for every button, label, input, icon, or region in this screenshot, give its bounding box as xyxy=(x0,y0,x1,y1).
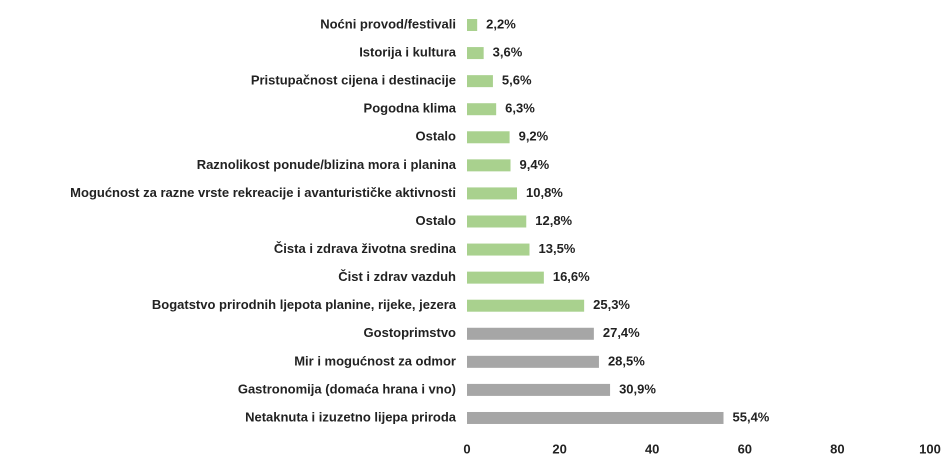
bar xyxy=(467,131,510,144)
value-label: 5,6% xyxy=(502,73,532,88)
bar xyxy=(467,47,484,60)
bar xyxy=(467,187,518,200)
value-label: 28,5% xyxy=(608,353,645,368)
bar xyxy=(467,271,544,284)
category-label: Ostalo xyxy=(416,213,457,228)
x-tick-label: 60 xyxy=(738,441,752,456)
category-label: Gostoprimstvo xyxy=(364,325,457,340)
value-label: 30,9% xyxy=(619,381,656,396)
x-tick-label: 40 xyxy=(645,441,659,456)
bar xyxy=(467,411,724,424)
category-label: Čista i zdrava životna sredina xyxy=(274,241,457,256)
bar xyxy=(467,355,599,368)
category-label: Čist i zdrav vazduh xyxy=(338,269,456,284)
category-label: Bogatstvo prirodnih ljepota planine, rij… xyxy=(152,297,457,312)
category-label: Pogodna klima xyxy=(364,101,457,116)
bar xyxy=(467,299,585,312)
category-label: Mir i mogućnost za odmor xyxy=(294,353,456,368)
x-tick-label: 20 xyxy=(552,441,566,456)
value-label: 3,6% xyxy=(493,45,523,60)
category-label: Netaknuta i izuzetno lijepa priroda xyxy=(245,409,457,424)
category-label: Ostalo xyxy=(416,129,457,144)
value-label: 13,5% xyxy=(539,241,576,256)
value-label: 9,2% xyxy=(519,129,549,144)
category-label: Istorija i kultura xyxy=(359,45,457,60)
bar xyxy=(467,243,530,256)
category-label: Pristupačnost cijena i destinacije xyxy=(251,73,456,88)
bar xyxy=(467,19,478,31)
value-label: 12,8% xyxy=(535,213,572,228)
bar xyxy=(467,75,493,88)
value-label: 9,4% xyxy=(520,157,550,172)
value-label: 16,6% xyxy=(553,269,590,284)
value-label: 27,4% xyxy=(603,325,640,340)
category-label: Mogućnost za razne vrste rekreacije i av… xyxy=(70,185,456,200)
bar xyxy=(467,383,611,396)
x-tick-label: 80 xyxy=(830,441,844,456)
bar xyxy=(467,103,497,116)
x-tick-label: 0 xyxy=(463,441,470,456)
x-tick-label: 100 xyxy=(919,441,941,456)
bar xyxy=(467,327,594,340)
category-label: Noćni provod/festivali xyxy=(320,16,456,31)
bar xyxy=(467,215,527,228)
value-label: 10,8% xyxy=(526,185,563,200)
value-label: 55,4% xyxy=(733,409,770,424)
category-label: Gastronomija (domaća hrana i vno) xyxy=(238,381,456,396)
bar xyxy=(467,159,511,172)
value-label: 6,3% xyxy=(505,101,535,116)
category-label: Raznolikost ponude/blizina mora i planin… xyxy=(197,157,457,172)
value-label: 25,3% xyxy=(593,297,630,312)
value-label: 2,2% xyxy=(486,16,516,31)
